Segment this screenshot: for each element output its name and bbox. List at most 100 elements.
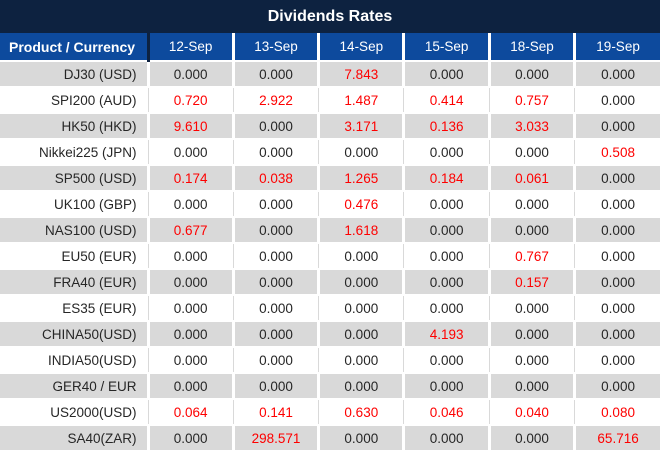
table-row: SA40(ZAR) 0.000 298.571 0.000 0.000 0.000 65.7…: [0, 425, 660, 450]
value-cell: 0.000: [574, 321, 660, 348]
table-row: FRA40 (EUR) 0.000 0.000 0.000 0.000 0.157 0.00…: [0, 269, 660, 296]
value-cell: 0.000: [403, 269, 491, 296]
value-cell: 0.000: [233, 373, 321, 400]
value-cell: 1.618: [318, 217, 406, 244]
date-column-header: 19-Sep: [574, 33, 660, 62]
value-cell: 0.000: [489, 373, 577, 400]
table-row: INDIA50(USD) 0.000 0.000 0.000 0.000 0.000 0.0…: [0, 347, 660, 374]
value-cell: 0.000: [233, 243, 321, 270]
table-row: HK50 (HKD) 9.610 0.000 3.171 0.136 3.033 0.000: [0, 113, 660, 140]
value-cell: 0.000: [574, 347, 660, 374]
date-column-header: 14-Sep: [318, 33, 406, 62]
value-cell: 0.184: [403, 165, 491, 192]
product-cell: NAS100 (USD): [0, 217, 150, 244]
product-cell: GER40 / EUR: [0, 373, 150, 400]
value-cell: 0.000: [403, 347, 491, 374]
value-cell: 0.000: [148, 373, 235, 400]
product-cell: ES35 (EUR): [0, 295, 150, 322]
value-cell: 2.922: [233, 87, 321, 114]
value-cell: 3.033: [489, 113, 577, 140]
value-cell: 0.040: [489, 399, 577, 426]
table-row: SP500 (USD) 0.174 0.038 1.265 0.184 0.061 0.00…: [0, 165, 660, 192]
value-cell: 0.000: [233, 113, 321, 140]
value-cell: 0.000: [318, 321, 406, 348]
value-cell: 0.000: [148, 191, 235, 218]
value-cell: 0.080: [574, 399, 660, 426]
value-cell: 0.000: [574, 269, 660, 296]
date-column-header: 15-Sep: [403, 33, 491, 62]
value-cell: 0.000: [489, 139, 577, 166]
table-title: Dividends Rates: [0, 0, 660, 33]
value-cell: 0.000: [403, 373, 491, 400]
value-cell: 0.000: [233, 61, 321, 88]
table-row: Nikkei225 (JPN) 0.000 0.000 0.000 0.000 0.000…: [0, 139, 660, 166]
value-cell: 0.677: [148, 217, 235, 244]
table-row: EU50 (EUR) 0.000 0.000 0.000 0.000 0.767 0.000: [0, 243, 660, 270]
value-cell: 298.571: [233, 425, 321, 450]
product-cell: EU50 (EUR): [0, 243, 150, 270]
value-cell: 0.000: [574, 165, 660, 192]
product-cell: Nikkei225 (JPN): [0, 139, 150, 166]
value-cell: 0.000: [318, 373, 406, 400]
value-cell: 1.265: [318, 165, 406, 192]
value-cell: 0.000: [403, 217, 491, 244]
value-cell: 0.000: [403, 295, 491, 322]
value-cell: 0.000: [318, 139, 406, 166]
value-cell: 0.000: [574, 373, 660, 400]
product-currency-column-header: Product / Currency: [0, 33, 150, 62]
value-cell: 0.720: [148, 87, 235, 114]
value-cell: 0.000: [574, 217, 660, 244]
value-cell: 0.000: [574, 191, 660, 218]
value-cell: 0.000: [233, 321, 321, 348]
table-title-text: Dividends Rates: [267, 8, 393, 25]
value-cell: 0.000: [318, 347, 406, 374]
product-cell: INDIA50(USD): [0, 347, 150, 374]
value-cell: 0.061: [489, 165, 577, 192]
value-cell: 0.000: [148, 347, 235, 374]
value-cell: 0.000: [233, 347, 321, 374]
value-cell: 0.157: [489, 269, 577, 296]
value-cell: 0.000: [489, 191, 577, 218]
product-cell: SA40(ZAR): [0, 425, 150, 450]
value-cell: 0.000: [233, 269, 321, 296]
value-cell: 0.476: [318, 191, 406, 218]
table-body: DJ30 (USD) 0.000 0.000 7.843 0.000 0.000 0.000…: [0, 61, 660, 450]
table-header: Product / Currency 12-Sep 13-Sep 14-Sep 15-…: [0, 33, 660, 62]
value-cell: 0.174: [148, 165, 235, 192]
value-cell: 0.000: [403, 191, 491, 218]
product-cell: SP500 (USD): [0, 165, 150, 192]
value-cell: 0.141: [233, 399, 321, 426]
value-cell: 0.757: [489, 87, 577, 114]
product-cell: DJ30 (USD): [0, 61, 150, 88]
value-cell: 0.000: [148, 321, 235, 348]
value-cell: 0.000: [403, 243, 491, 270]
value-cell: 0.414: [403, 87, 491, 114]
value-cell: 0.000: [148, 295, 235, 322]
value-cell: 0.000: [489, 321, 577, 348]
value-cell: 0.000: [318, 425, 406, 450]
value-cell: 7.843: [318, 61, 406, 88]
product-cell: UK100 (GBP): [0, 191, 150, 218]
value-cell: 0.000: [148, 61, 235, 88]
value-cell: 0.000: [574, 87, 660, 114]
value-cell: 0.767: [489, 243, 577, 270]
product-cell: CHINA50(USD): [0, 321, 150, 348]
value-cell: 0.630: [318, 399, 406, 426]
table-row: US2000(USD) 0.064 0.141 0.630 0.046 0.040 0.08…: [0, 399, 660, 426]
product-cell: SPI200 (AUD): [0, 87, 150, 114]
value-cell: 0.000: [233, 217, 321, 244]
table-row: GER40 / EUR 0.000 0.000 0.000 0.000 0.000 0.00…: [0, 373, 660, 400]
date-column-header: 13-Sep: [233, 33, 321, 62]
value-cell: 0.000: [233, 191, 321, 218]
dividends-rates-table: Product / Currency 12-Sep 13-Sep 14-Sep 15-…: [0, 33, 660, 450]
value-cell: 0.000: [489, 61, 577, 88]
header-row: Product / Currency 12-Sep 13-Sep 14-Sep 15-…: [0, 33, 660, 62]
table-row: CHINA50(USD) 0.000 0.000 0.000 4.193 0.000 0.0…: [0, 321, 660, 348]
value-cell: 4.193: [403, 321, 491, 348]
value-cell: 0.508: [574, 139, 660, 166]
date-column-header: 18-Sep: [489, 33, 577, 62]
table-row: UK100 (GBP) 0.000 0.000 0.476 0.000 0.000 0.00…: [0, 191, 660, 218]
value-cell: 0.000: [148, 269, 235, 296]
product-cell: US2000(USD): [0, 399, 150, 426]
value-cell: 0.000: [403, 139, 491, 166]
